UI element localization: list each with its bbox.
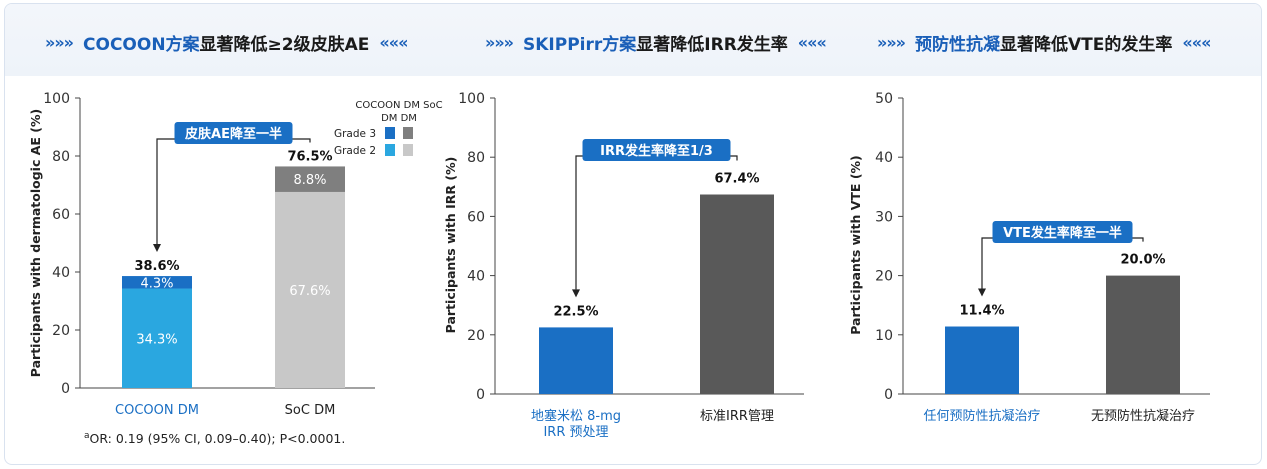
y-tick-label: 0: [884, 387, 893, 403]
panel-1-title-highlight: COCOON方案: [83, 34, 200, 55]
footnote-superscript: a: [84, 431, 90, 441]
bar-value-label: 20.0%: [1120, 253, 1165, 268]
y-tick-label: 40: [875, 150, 893, 166]
bar: [945, 326, 1019, 394]
legend: COCOON DM SoC DM DM Grade 3 Grade 2: [334, 100, 443, 157]
legend-col-header: COCOON DM SoC: [355, 100, 442, 111]
bar-value-label: 67.4%: [714, 171, 759, 186]
bar: [539, 327, 613, 394]
y-tick-label: 100: [458, 91, 485, 107]
chart-panel-3: 0 10 20 30 40 50 Participants with VTE (%) 任何预防…: [848, 91, 1210, 424]
segment-label: 67.6%: [289, 284, 330, 299]
callout-text: 皮肤AE降至一半: [184, 126, 282, 142]
y-tick-label: 20: [467, 328, 485, 344]
y-tick-label: 10: [875, 328, 893, 344]
panel-2-title: SKIPPirr方案显著降低IRR发生率: [523, 30, 788, 55]
y-tick-label: 80: [467, 150, 485, 166]
y-tick-label: 40: [52, 265, 70, 281]
bar: [1106, 275, 1180, 394]
callout-arrowhead: [978, 288, 986, 297]
legend-swatch: [385, 127, 395, 139]
bar-value-label: 22.5%: [553, 304, 598, 319]
segment-label: 4.3%: [140, 276, 173, 291]
bar-segment: [275, 166, 345, 192]
x-tick-label: 地塞米松 8-mg: [531, 408, 621, 424]
x-tick-label: COCOON DM: [115, 403, 199, 418]
y-tick-label: 60: [467, 209, 485, 225]
segment-label: 34.3%: [136, 332, 177, 347]
legend-swatch: [403, 127, 413, 139]
y-axis-label: Participants with IRR (%): [443, 157, 458, 334]
segment-label: 8.8%: [293, 173, 326, 188]
callout-text: VTE发生率降至一半: [1003, 225, 1122, 241]
header-arrows-left: »»»: [45, 32, 74, 52]
legend-swatch: [385, 144, 395, 156]
callout-arrowhead: [572, 289, 580, 298]
panel-2-title-rest: 显著降低IRR发生率: [636, 34, 788, 55]
panel-1-header: »»» COCOON方案显著降低≥2级皮肤AE «««: [45, 26, 408, 58]
bar-total-label: 38.6%: [134, 259, 179, 274]
callout-box: [582, 139, 731, 161]
legend-swatch: [403, 144, 413, 156]
y-tick-label: 60: [52, 207, 70, 223]
bar-segment: [122, 276, 192, 289]
header-band: [5, 4, 1261, 76]
panel-2-header: »»» SKIPPirr方案显著降低IRR发生率 «««: [485, 26, 827, 58]
panel-2-title-highlight: SKIPPirr方案: [523, 34, 637, 55]
panel-1-title: COCOON方案显著降低≥2级皮肤AE: [83, 30, 369, 55]
header-arrows-left: »»»: [877, 32, 906, 52]
chart-panel-2: 0 20 40 60 80 100 Participants with IRR (%) 地塞米…: [443, 91, 804, 440]
panel-3-title: 预防性抗凝显著降低VTE的发生率: [915, 30, 1172, 55]
panel-3-header: »»» 预防性抗凝显著降低VTE的发生率 «««: [877, 26, 1211, 58]
y-tick-label: 0: [476, 387, 485, 403]
y-tick-label: 40: [467, 269, 485, 285]
callout-arrowhead: [153, 244, 161, 253]
header-arrows-right: «««: [1182, 32, 1211, 52]
header-arrows-left: »»»: [485, 32, 514, 52]
bar-segment: [122, 288, 192, 388]
bar-value-label: 11.4%: [959, 304, 1004, 319]
y-tick-label: 20: [875, 269, 893, 285]
panel-1-title-rest: 显著降低≥2级皮肤AE: [199, 34, 370, 55]
x-tick-label: 无预防性抗凝治疗: [1091, 408, 1195, 424]
callout-box: [992, 221, 1133, 243]
panel-3-title-highlight: 预防性抗凝: [915, 34, 1001, 55]
y-tick-label: 20: [52, 323, 70, 339]
y-axis-label: Participants with dermatologic AE (%): [28, 109, 43, 377]
x-tick-label: SoC DM: [285, 403, 336, 418]
legend-row-label: Grade 2: [334, 145, 376, 157]
legend-row-label: Grade 3: [334, 128, 376, 140]
callout-box: [174, 122, 293, 144]
y-tick-label: 100: [43, 91, 70, 107]
legend-col-header: DM DM: [381, 113, 417, 124]
panel-3-title-rest: 显著降低VTE的发生率: [1000, 34, 1173, 55]
footnote-text: OR: 0.19 (95% CI, 0.09–0.40); P<0.0001.: [90, 431, 346, 446]
y-tick-label: 80: [52, 149, 70, 165]
y-axis-label: Participants with VTE (%): [848, 155, 863, 335]
x-tick-label: IRR 预处理: [543, 425, 608, 440]
footnote: aOR: 0.19 (95% CI, 0.09–0.40); P<0.0001.: [84, 431, 345, 446]
bar: [700, 194, 774, 394]
x-tick-label: 标准IRR管理: [700, 409, 774, 424]
x-tick-label: 任何预防性抗凝治疗: [923, 408, 1040, 424]
bar-segment: [275, 191, 345, 388]
y-tick-label: 50: [875, 91, 893, 107]
callout-text: IRR发生率降至1/3: [600, 143, 713, 159]
y-tick-label: 30: [875, 209, 893, 225]
header-arrows-right: «««: [379, 32, 408, 52]
y-tick-label: 0: [61, 381, 70, 397]
bar-total-label: 76.5%: [287, 149, 332, 164]
header-arrows-right: «««: [797, 32, 827, 52]
